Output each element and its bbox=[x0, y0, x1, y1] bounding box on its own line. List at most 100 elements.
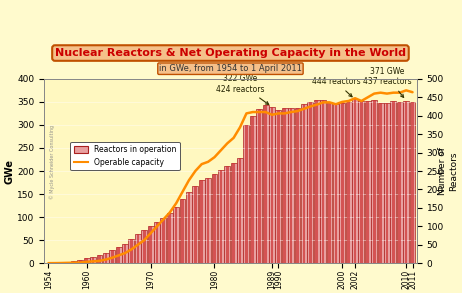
Bar bbox=[288, 108, 294, 263]
Bar bbox=[403, 100, 409, 263]
Bar bbox=[334, 103, 337, 263]
Bar bbox=[371, 100, 377, 263]
Bar bbox=[328, 103, 331, 263]
Bar bbox=[373, 100, 376, 263]
Bar bbox=[384, 103, 390, 263]
Bar bbox=[277, 110, 280, 263]
Bar bbox=[405, 100, 407, 263]
Bar bbox=[148, 226, 153, 263]
Bar bbox=[98, 255, 101, 263]
Bar bbox=[397, 103, 403, 263]
Bar bbox=[116, 247, 122, 263]
Bar bbox=[232, 163, 235, 263]
Text: in GWe, from 1954 to 1 April 2011: in GWe, from 1954 to 1 April 2011 bbox=[159, 64, 302, 73]
Bar bbox=[245, 125, 248, 263]
Bar bbox=[379, 103, 382, 263]
Bar bbox=[341, 103, 344, 263]
Bar bbox=[160, 218, 166, 263]
Bar bbox=[354, 100, 356, 263]
Bar bbox=[307, 102, 313, 263]
Bar bbox=[92, 257, 94, 263]
Bar bbox=[79, 260, 82, 263]
Text: 371 GWe
437 reactors: 371 GWe 437 reactors bbox=[363, 67, 411, 98]
Bar bbox=[78, 260, 83, 263]
Bar bbox=[175, 207, 177, 263]
Bar bbox=[135, 234, 141, 263]
Bar bbox=[256, 110, 262, 263]
Bar bbox=[219, 170, 222, 263]
Bar bbox=[333, 103, 339, 263]
Bar bbox=[73, 261, 75, 263]
Bar bbox=[85, 258, 88, 263]
Bar bbox=[264, 105, 267, 263]
Bar bbox=[111, 250, 114, 263]
Bar bbox=[231, 163, 237, 263]
Bar bbox=[347, 102, 350, 263]
Bar bbox=[239, 158, 241, 263]
Bar bbox=[243, 125, 249, 263]
Bar bbox=[122, 244, 128, 263]
Bar bbox=[251, 116, 254, 263]
Text: 322 GWe
424 reactors: 322 GWe 424 reactors bbox=[216, 74, 269, 105]
Bar bbox=[314, 100, 320, 263]
Bar bbox=[316, 100, 318, 263]
Bar bbox=[392, 101, 395, 263]
Bar bbox=[180, 200, 185, 263]
Bar bbox=[327, 103, 333, 263]
Bar bbox=[366, 101, 369, 263]
Bar bbox=[377, 103, 383, 263]
Bar bbox=[65, 262, 71, 263]
Bar bbox=[275, 110, 281, 263]
Bar bbox=[71, 261, 77, 263]
Bar bbox=[263, 105, 268, 263]
Text: © Mycle Schneider Consulting: © Mycle Schneider Consulting bbox=[49, 125, 55, 199]
Bar bbox=[66, 262, 69, 263]
Bar bbox=[271, 107, 274, 263]
Bar bbox=[136, 234, 139, 263]
Bar bbox=[103, 253, 109, 263]
Bar bbox=[303, 104, 305, 263]
Bar bbox=[124, 244, 127, 263]
Bar bbox=[309, 102, 312, 263]
Text: 444 reactors: 444 reactors bbox=[311, 77, 360, 97]
Text: Nuclear Reactors & Net Operating Capacity in the World: Nuclear Reactors & Net Operating Capacit… bbox=[55, 48, 406, 58]
Bar bbox=[181, 200, 184, 263]
Bar bbox=[360, 101, 363, 263]
Y-axis label: Number of
Reactors: Number of Reactors bbox=[438, 147, 458, 195]
Bar bbox=[226, 166, 229, 263]
Bar bbox=[359, 101, 365, 263]
Bar bbox=[141, 230, 147, 263]
Bar bbox=[365, 101, 371, 263]
Bar bbox=[296, 108, 299, 263]
Bar bbox=[398, 103, 401, 263]
Bar bbox=[205, 178, 211, 263]
Bar bbox=[84, 258, 90, 263]
Bar bbox=[237, 158, 243, 263]
Bar bbox=[346, 102, 352, 263]
Bar bbox=[352, 100, 358, 263]
Bar bbox=[60, 262, 62, 263]
Bar bbox=[207, 178, 209, 263]
Bar bbox=[154, 222, 160, 263]
Y-axis label: GWe: GWe bbox=[4, 159, 14, 183]
Bar bbox=[192, 186, 198, 263]
Bar bbox=[173, 207, 179, 263]
Bar bbox=[186, 192, 192, 263]
Bar bbox=[109, 250, 115, 263]
Bar bbox=[320, 100, 326, 263]
Bar bbox=[188, 192, 190, 263]
Bar bbox=[283, 108, 286, 263]
Bar bbox=[104, 253, 107, 263]
Bar bbox=[301, 104, 307, 263]
Bar bbox=[225, 166, 230, 263]
Bar bbox=[167, 213, 173, 263]
Bar bbox=[269, 107, 275, 263]
Bar bbox=[218, 170, 224, 263]
Bar bbox=[295, 108, 300, 263]
Bar bbox=[156, 222, 158, 263]
Bar bbox=[169, 213, 171, 263]
Bar bbox=[58, 262, 64, 263]
Bar bbox=[322, 100, 324, 263]
Bar bbox=[213, 174, 216, 263]
Bar bbox=[258, 110, 261, 263]
